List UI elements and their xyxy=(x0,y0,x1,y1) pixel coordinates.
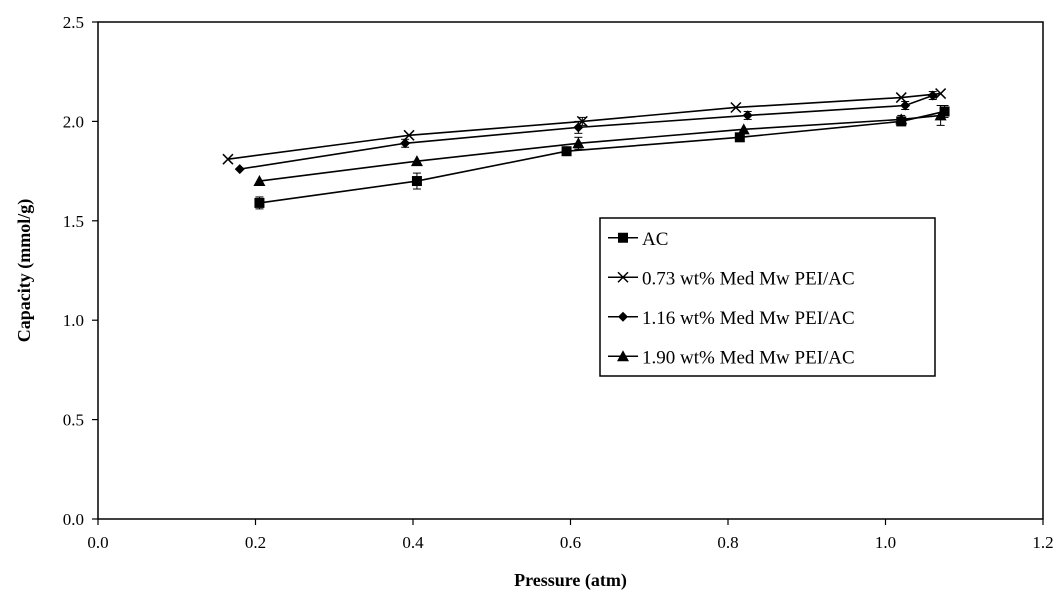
y-tick-label: 2.0 xyxy=(63,112,84,131)
series-4 xyxy=(253,104,947,187)
y-tick-label: 0.5 xyxy=(63,411,84,430)
legend-marker xyxy=(618,232,628,243)
data-point xyxy=(939,106,950,117)
data-point xyxy=(935,88,947,100)
legend-item-1: AC xyxy=(608,229,668,250)
data-point xyxy=(410,155,423,167)
x-marker-stroke xyxy=(617,271,629,283)
data-point xyxy=(730,101,742,114)
data-point xyxy=(222,153,234,165)
x-tick-label: 0.0 xyxy=(87,533,108,552)
data-point xyxy=(934,109,947,121)
data-point xyxy=(254,197,265,208)
legend-label: 0.73 wt% Med Mw PEI/AC xyxy=(642,268,855,289)
data-point xyxy=(572,137,585,149)
y-tick-label: 2.5 xyxy=(63,13,84,32)
legend-label: 1.16 wt% Med Mw PEI/AC xyxy=(642,308,855,329)
data-point xyxy=(573,122,584,133)
data-point xyxy=(234,164,245,175)
legend-label: AC xyxy=(642,229,668,250)
data-point xyxy=(895,113,908,125)
series-line xyxy=(227,92,941,160)
x-marker-stroke xyxy=(895,92,907,104)
legend-item-3: 1.16 wt% Med Mw PEI/AC xyxy=(608,308,855,329)
series-line xyxy=(239,94,934,170)
series-3 xyxy=(234,90,938,175)
legend: AC 0.73 wt% Med Mw PEI/AC 1.16 wt% Med Mw … xyxy=(599,217,936,377)
data-point xyxy=(734,132,745,143)
series-line xyxy=(259,110,945,204)
x-tick-label: 1.0 xyxy=(875,533,896,552)
legend-label: 1.90 wt% Med Mw PEI/AC xyxy=(642,347,855,368)
x-tick-label: 0.4 xyxy=(402,533,424,552)
legend-marker xyxy=(617,271,629,283)
series-line xyxy=(259,114,941,182)
x-marker-stroke xyxy=(730,101,742,114)
legend-item-2: 0.73 wt% Med Mw PEI/AC xyxy=(608,268,855,289)
series-2 xyxy=(222,88,947,165)
x-tick-label: 0.8 xyxy=(717,533,738,552)
x-tick-label: 1.2 xyxy=(1032,533,1053,552)
y-tick-label: 0.0 xyxy=(63,510,84,529)
data-point xyxy=(900,100,911,111)
series-1 xyxy=(254,104,950,210)
axis-ticks: 0.0 0.2 0.4 0.6 0.8 1.0 1.2 0.0 0.5 1.0 1.5 2.0 2.5 xyxy=(63,13,1054,552)
data-point xyxy=(411,176,422,187)
y-tick-label: 1.5 xyxy=(63,212,84,231)
x-tick-label: 0.2 xyxy=(245,533,266,552)
legend-box xyxy=(599,217,936,377)
legend-item-4: 1.90 wt% Med Mw PEI/AC xyxy=(608,347,855,368)
y-axis-title: Capacity (mmol/g) xyxy=(14,199,35,342)
data-point xyxy=(927,90,938,101)
legend-marker xyxy=(618,311,628,322)
data-point xyxy=(253,175,266,187)
series-layer xyxy=(222,88,950,210)
y-tick-label: 1.0 xyxy=(63,311,84,330)
data-point xyxy=(742,110,753,121)
x-marker-stroke xyxy=(222,153,234,165)
x-axis-title: Pressure (atm) xyxy=(514,570,627,591)
data-point xyxy=(403,129,415,141)
legend-marker xyxy=(617,350,629,362)
data-point xyxy=(400,138,411,149)
x-marker-stroke xyxy=(403,129,415,141)
data-point xyxy=(895,92,907,104)
x-tick-label: 0.6 xyxy=(560,533,581,552)
x-marker-stroke xyxy=(935,88,947,100)
data-point xyxy=(561,146,572,157)
data-point xyxy=(737,123,750,135)
